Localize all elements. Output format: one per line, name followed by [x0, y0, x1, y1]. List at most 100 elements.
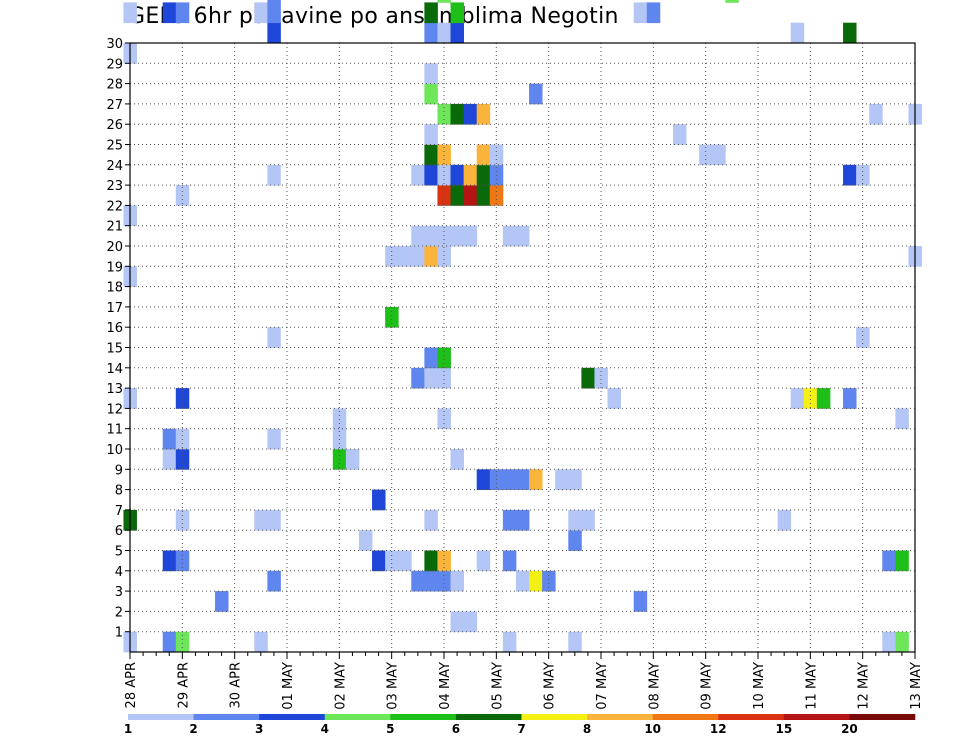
data-cell	[882, 631, 896, 653]
data-cell	[450, 611, 465, 633]
x-tick-label: 06 MAY	[543, 662, 558, 710]
data-cell	[411, 570, 425, 592]
data-cell	[267, 2, 281, 24]
data-cell	[816, 388, 831, 409]
x-tick-label: 05 MAY	[490, 662, 505, 710]
data-cell	[424, 550, 438, 572]
y-tick-label: 16	[106, 321, 123, 336]
y-tick-label: 12	[106, 402, 123, 417]
y-tick-label: 1	[115, 626, 123, 641]
data-cell	[607, 388, 622, 409]
y-tick-label: 4	[115, 565, 123, 580]
data-cell	[450, 2, 465, 24]
data-cell	[424, 2, 438, 24]
colorbar-swatch	[849, 714, 916, 720]
y-tick-label: 6	[115, 524, 123, 539]
colorbar-label: 7	[517, 722, 525, 736]
data-cell	[882, 550, 896, 572]
colorbar-label: 15	[775, 722, 792, 736]
data-cell	[437, 103, 451, 125]
data-cell	[633, 2, 648, 24]
data-cell	[162, 2, 177, 24]
data-cell	[450, 22, 465, 44]
data-cell	[372, 550, 386, 572]
data-cell	[215, 591, 229, 612]
x-tick-label: 09 MAY	[700, 662, 715, 710]
data-cell	[529, 83, 543, 105]
data-cell	[345, 449, 360, 470]
data-cell	[502, 469, 517, 490]
data-cell	[502, 509, 517, 531]
y-tick-label: 17	[106, 301, 123, 316]
colorbar-swatch	[652, 714, 719, 720]
colorbar-swatch	[587, 714, 653, 720]
data-cell	[267, 570, 281, 592]
data-cell	[372, 489, 386, 511]
data-cell	[476, 103, 491, 125]
y-tick-label: 2	[115, 605, 123, 620]
data-cell	[411, 246, 425, 267]
data-cell	[424, 83, 438, 105]
colorbar-label: 6	[452, 722, 460, 736]
data-cell	[385, 550, 399, 572]
data-cell	[646, 2, 661, 24]
x-tick-label: 12 MAY	[857, 662, 872, 710]
data-cell	[424, 509, 438, 531]
data-cell	[450, 103, 465, 125]
colorbar-label: 1	[124, 722, 132, 736]
y-tick-label: 20	[106, 240, 123, 255]
data-cell	[568, 469, 582, 490]
data-cell	[463, 185, 478, 206]
data-cell	[476, 469, 491, 490]
data-cell	[672, 124, 687, 145]
x-tick-label: 01 MAY	[281, 662, 296, 710]
data-cell	[267, 327, 281, 348]
data-cell	[843, 388, 857, 409]
data-cell	[450, 164, 465, 186]
colorbar-swatch	[455, 714, 522, 720]
data-cell	[254, 2, 268, 24]
data-cell	[450, 225, 465, 247]
data-cell	[424, 63, 438, 84]
x-tick-label: 30 APR	[229, 662, 244, 708]
data-cell	[424, 124, 438, 145]
y-tick-label: 14	[106, 362, 123, 377]
colorbar-swatch	[259, 714, 326, 720]
y-tick-label: 11	[106, 423, 123, 438]
data-cell	[568, 631, 582, 653]
data-cell	[463, 611, 478, 633]
data-cell	[437, 0, 451, 3]
y-tick-label: 9	[115, 463, 123, 478]
data-cell	[398, 550, 412, 572]
data-cell	[515, 225, 530, 247]
data-cell	[254, 509, 268, 531]
y-tick-label: 5	[115, 545, 123, 560]
x-tick-label: 13 MAY	[909, 662, 924, 710]
data-cell	[267, 164, 281, 186]
y-tick-label: 21	[106, 220, 123, 235]
chart-title: GEFS 6hr padavine po ansamblima Negotin	[128, 4, 619, 29]
colorbar-swatch	[718, 714, 785, 720]
y-tick-label: 30	[106, 37, 123, 52]
y-tick-label: 3	[115, 585, 123, 600]
x-tick-label: 29 APR	[176, 662, 191, 708]
data-cell	[502, 550, 517, 572]
data-cell	[175, 550, 190, 572]
colorbar-swatch	[193, 714, 260, 720]
data-cell	[515, 469, 530, 490]
data-cell	[790, 22, 805, 44]
data-cell	[437, 225, 451, 247]
data-cell	[424, 246, 438, 267]
y-tick-label: 8	[115, 484, 123, 499]
data-cell	[424, 225, 438, 247]
data-cell	[843, 22, 857, 44]
data-cell	[895, 550, 909, 572]
data-cell	[162, 550, 177, 572]
data-cell	[267, 509, 281, 531]
data-cell	[581, 509, 595, 531]
data-cell	[162, 631, 177, 653]
x-tick-label: 02 MAY	[333, 662, 348, 710]
data-cell	[476, 550, 491, 572]
data-cell	[162, 449, 177, 470]
data-cell	[437, 367, 451, 389]
